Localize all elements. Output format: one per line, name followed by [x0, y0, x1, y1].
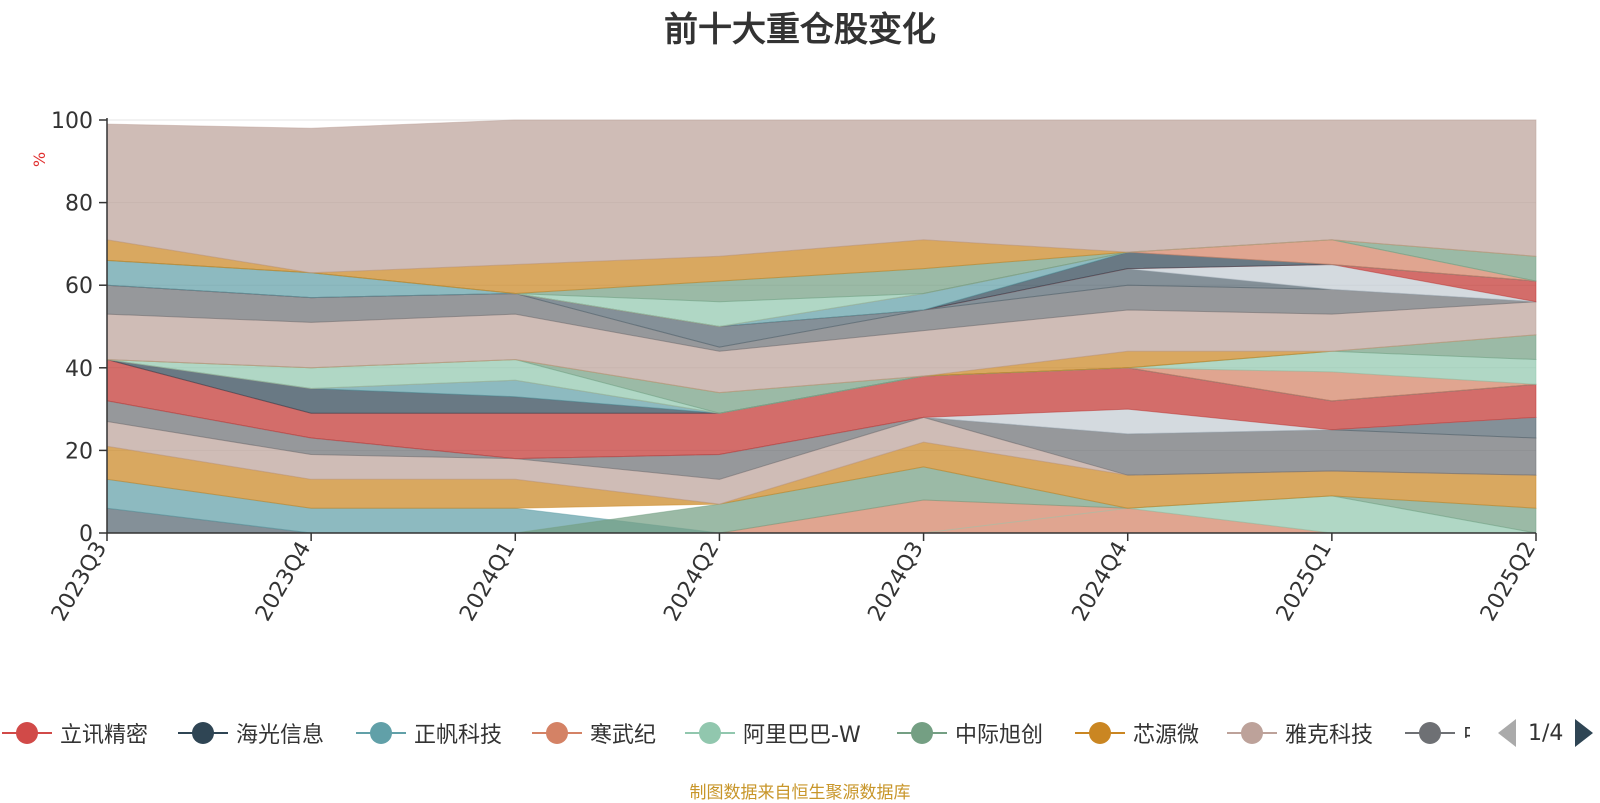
legend-marker-icon — [532, 721, 582, 745]
x-tick-label: 2024Q4 — [1068, 538, 1133, 626]
legend: 立讯精密 海光信息 正帆科技 寒武纪 阿里巴巴-W 中际旭创 芯源微 雅克科技 中 1/4 — [0, 715, 1600, 751]
legend-marker-icon — [897, 721, 947, 745]
legend-label: 芯源微 — [1133, 723, 1200, 748]
x-tick-label: 2025Q1 — [1272, 538, 1337, 626]
legend-item[interactable]: 正帆科技 — [356, 715, 502, 751]
area-series — [106, 119, 1537, 534]
legend-item[interactable]: 芯源微 — [1075, 715, 1199, 751]
legend-item[interactable]: 中 — [1405, 715, 1470, 751]
legend-label: 阿里巴巴-W — [743, 723, 861, 748]
y-axis-label: % — [30, 151, 50, 168]
prev-page-icon[interactable] — [1498, 719, 1516, 747]
legend-label: 寒武纪 — [590, 723, 657, 748]
chart-title: 前十大重仓股变化 — [664, 10, 936, 50]
legend-marker-icon — [1227, 721, 1277, 745]
legend-item[interactable]: 海光信息 — [178, 715, 324, 751]
legend-marker-icon — [1405, 721, 1455, 745]
legend-items: 立讯精密 海光信息 正帆科技 寒武纪 阿里巴巴-W 中际旭创 芯源微 雅克科技 中 — [0, 715, 1470, 751]
legend-label: 海光信息 — [236, 723, 325, 748]
y-tick-label: 20 — [65, 439, 93, 464]
legend-item[interactable]: 雅克科技 — [1227, 715, 1373, 751]
y-tick-label: 0 — [79, 522, 93, 547]
y-tick-label: 60 — [65, 274, 93, 299]
legend-marker-icon — [1075, 721, 1125, 745]
y-tick-label: 100 — [51, 109, 93, 134]
legend-pager: 1/4 — [1498, 715, 1594, 751]
y-tick-label: 40 — [65, 357, 93, 382]
y-tick-label: 80 — [65, 192, 93, 217]
legend-label: 中 — [1463, 717, 1470, 749]
x-tick-label: 2024Q1 — [455, 538, 520, 626]
x-tick-label: 2023Q4 — [251, 538, 316, 626]
area-band — [106, 119, 1537, 274]
legend-label: 正帆科技 — [414, 723, 503, 748]
legend-marker-icon — [178, 721, 228, 745]
legend-label: 雅克科技 — [1285, 723, 1374, 748]
legend-marker-icon — [2, 721, 52, 745]
area-chart: 0 20 40 60 80 100 2023Q3 2023Q4 2024Q1 2024Q2 2024… — [47, 109, 1541, 626]
legend-label: 立讯精密 — [60, 723, 149, 748]
legend-item[interactable]: 寒武纪 — [532, 715, 656, 751]
legend-marker-icon — [356, 721, 406, 745]
data-source-note: 制图数据来自恒生聚源数据库 — [689, 783, 911, 803]
x-tick-label: 2023Q3 — [47, 538, 112, 626]
legend-marker-icon — [685, 721, 735, 745]
x-tick-label: 2025Q2 — [1476, 538, 1541, 626]
legend-item[interactable]: 立讯精密 — [2, 715, 148, 751]
next-page-icon[interactable] — [1575, 719, 1594, 747]
x-tick-label: 2024Q3 — [863, 538, 928, 626]
legend-item[interactable]: 中际旭创 — [897, 715, 1043, 751]
legend-label: 中际旭创 — [955, 723, 1044, 748]
legend-item[interactable]: 阿里巴巴-W — [685, 715, 861, 751]
x-tick-label: 2024Q2 — [659, 538, 724, 626]
page-indicator: 1/4 — [1528, 720, 1564, 746]
